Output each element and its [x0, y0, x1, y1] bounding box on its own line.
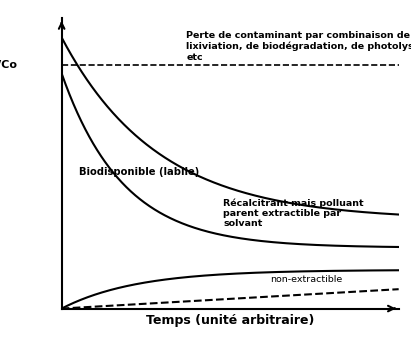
- X-axis label: Temps (unité arbitraire): Temps (unité arbitraire): [146, 314, 314, 327]
- Text: Biodisponible (labile): Biodisponible (labile): [79, 167, 199, 177]
- Text: Récalcitrant mais polluant
parent extractible par
solvant: Récalcitrant mais polluant parent extrac…: [224, 198, 364, 228]
- Text: non-extractible: non-extractible: [270, 275, 343, 284]
- Text: Perte de contaminant par combinaison de
lixiviation, de biodégradation, de photo: Perte de contaminant par combinaison de …: [186, 31, 411, 62]
- Text: C/Co: C/Co: [0, 60, 18, 70]
